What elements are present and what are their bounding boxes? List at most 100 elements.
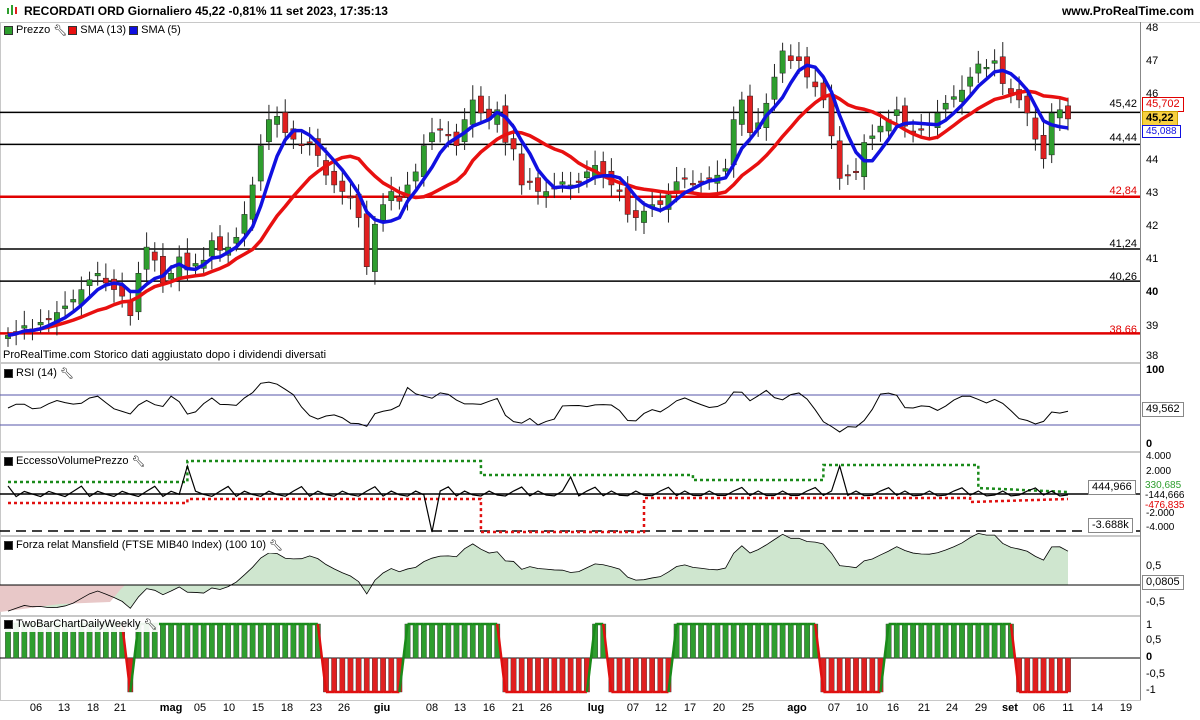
twobar-line-segment (398, 623, 409, 693)
twobar-bar (290, 623, 297, 659)
volume-legend: EccessoVolumePrezzo 🔧︎ (2, 454, 147, 469)
candle-body (991, 60, 998, 64)
candle-body (1065, 105, 1071, 120)
candle-body (1048, 112, 1055, 156)
wrench-icon[interactable]: 🔧︎ (143, 618, 158, 631)
twobar-bar (274, 623, 280, 659)
candle-body (70, 299, 77, 303)
wrench-icon[interactable]: 🔧︎ (59, 367, 74, 380)
twobar-bar (632, 657, 639, 693)
candle-body (632, 210, 639, 218)
rsi-swatch (4, 369, 13, 378)
time-axis-tick: set (1002, 702, 1018, 714)
last-price-box: 45,22 (1142, 111, 1178, 126)
candle-body (412, 171, 419, 182)
twobar-bar (763, 623, 770, 659)
candle-body (372, 223, 378, 272)
candle-body (217, 236, 223, 251)
twobar-bar (804, 623, 810, 659)
sma5-swatch (129, 26, 139, 35)
twobar-line-segment (601, 623, 613, 693)
chart-canvas[interactable] (0, 22, 1200, 720)
site-link[interactable]: www.ProRealTime.com (1061, 4, 1194, 18)
twobar-bar (975, 623, 982, 659)
twobar-line-segment (129, 623, 140, 693)
time-axis-tick: 07 (626, 702, 640, 714)
time-axis-tick: 10 (222, 702, 236, 714)
candle-body (942, 102, 949, 110)
candle-body (779, 50, 786, 74)
candle-body (143, 246, 150, 270)
candle-body (347, 196, 354, 199)
candle-body (518, 153, 525, 186)
candle-body (853, 170, 859, 173)
candle-body (1040, 135, 1047, 160)
volume-axis-tick: 2.000 (1146, 466, 1172, 477)
time-axis-tick: 24 (945, 702, 959, 714)
level-label: 41,24 (1109, 238, 1137, 250)
candle-body (388, 191, 395, 201)
time-axis-tick: 23 (309, 702, 323, 714)
rsi-legend-label: RSI (14) (16, 367, 57, 379)
price-swatch (4, 26, 13, 35)
wrench-icon[interactable]: 🔧︎ (53, 24, 68, 37)
rsi-value-box: 49,562 (1142, 402, 1184, 417)
candle-body (967, 76, 974, 87)
candle-body (877, 125, 884, 133)
twobar-bar (959, 623, 965, 659)
time-axis-tick: giu (373, 702, 391, 714)
twobar-bar (233, 623, 240, 659)
level-label: 42,84 (1109, 185, 1137, 197)
twobar-axis-tick: -1 (1146, 684, 1156, 696)
twobar-bar (902, 623, 908, 659)
time-axis-tick: 17 (683, 702, 697, 714)
candle-body (257, 145, 264, 182)
rsi-line (7, 381, 1069, 433)
candle-body (94, 273, 101, 277)
price-axis-tick: 48 (1146, 22, 1159, 34)
rsi-legend: RSI (14) 🔧︎ (2, 366, 75, 381)
price-axis-tick: 38 (1146, 350, 1159, 362)
time-axis-tick: 21 (917, 702, 931, 714)
twobar-bar (298, 623, 305, 659)
candle-body (510, 138, 517, 150)
time-axis-tick: 08 (425, 702, 439, 714)
candle-body (747, 95, 753, 133)
volume-excess-line (7, 463, 1069, 533)
twobar-bar (559, 657, 566, 693)
candle-body (437, 128, 444, 131)
twobar-bar (934, 623, 941, 659)
time-axis-tick: 11 (1062, 702, 1074, 714)
candle-body (502, 105, 509, 143)
twobar-bar (257, 623, 264, 659)
candle-body (1056, 109, 1063, 119)
twobar-bar (967, 623, 974, 659)
candle-body (836, 140, 843, 179)
twobar-axis-tick: 1 (1146, 619, 1153, 631)
twobar-bar (893, 623, 900, 659)
candle-body (950, 96, 957, 100)
twobar-legend-label: TwoBarChartDailyWeekly (16, 618, 141, 630)
panel-frame (0, 363, 1141, 452)
candle-body (575, 180, 582, 183)
twobar-bar (241, 623, 248, 659)
candle-body (681, 177, 688, 180)
price-axis-tick: 41 (1146, 253, 1159, 265)
candle-body (233, 237, 240, 244)
twobar-bar (266, 623, 272, 659)
price-axis-tick: 44 (1146, 154, 1159, 166)
twobar-bar (306, 623, 313, 659)
twobar-bar (543, 657, 550, 693)
candle-body (902, 105, 908, 127)
candle-body (673, 181, 680, 192)
wrench-icon[interactable]: 🔧︎ (131, 455, 146, 468)
wrench-icon[interactable]: 🔧︎ (269, 539, 284, 552)
twobar-bar (412, 623, 419, 659)
twobar-axis-tick: -0,5 (1146, 668, 1165, 680)
candle-body (812, 81, 819, 88)
candle-body (266, 119, 272, 143)
volume-legend-label: EccessoVolumePrezzo (16, 455, 129, 467)
candle-body (796, 56, 802, 61)
sma13-value-box: 45,702 (1142, 97, 1184, 112)
candle-body (127, 300, 134, 317)
